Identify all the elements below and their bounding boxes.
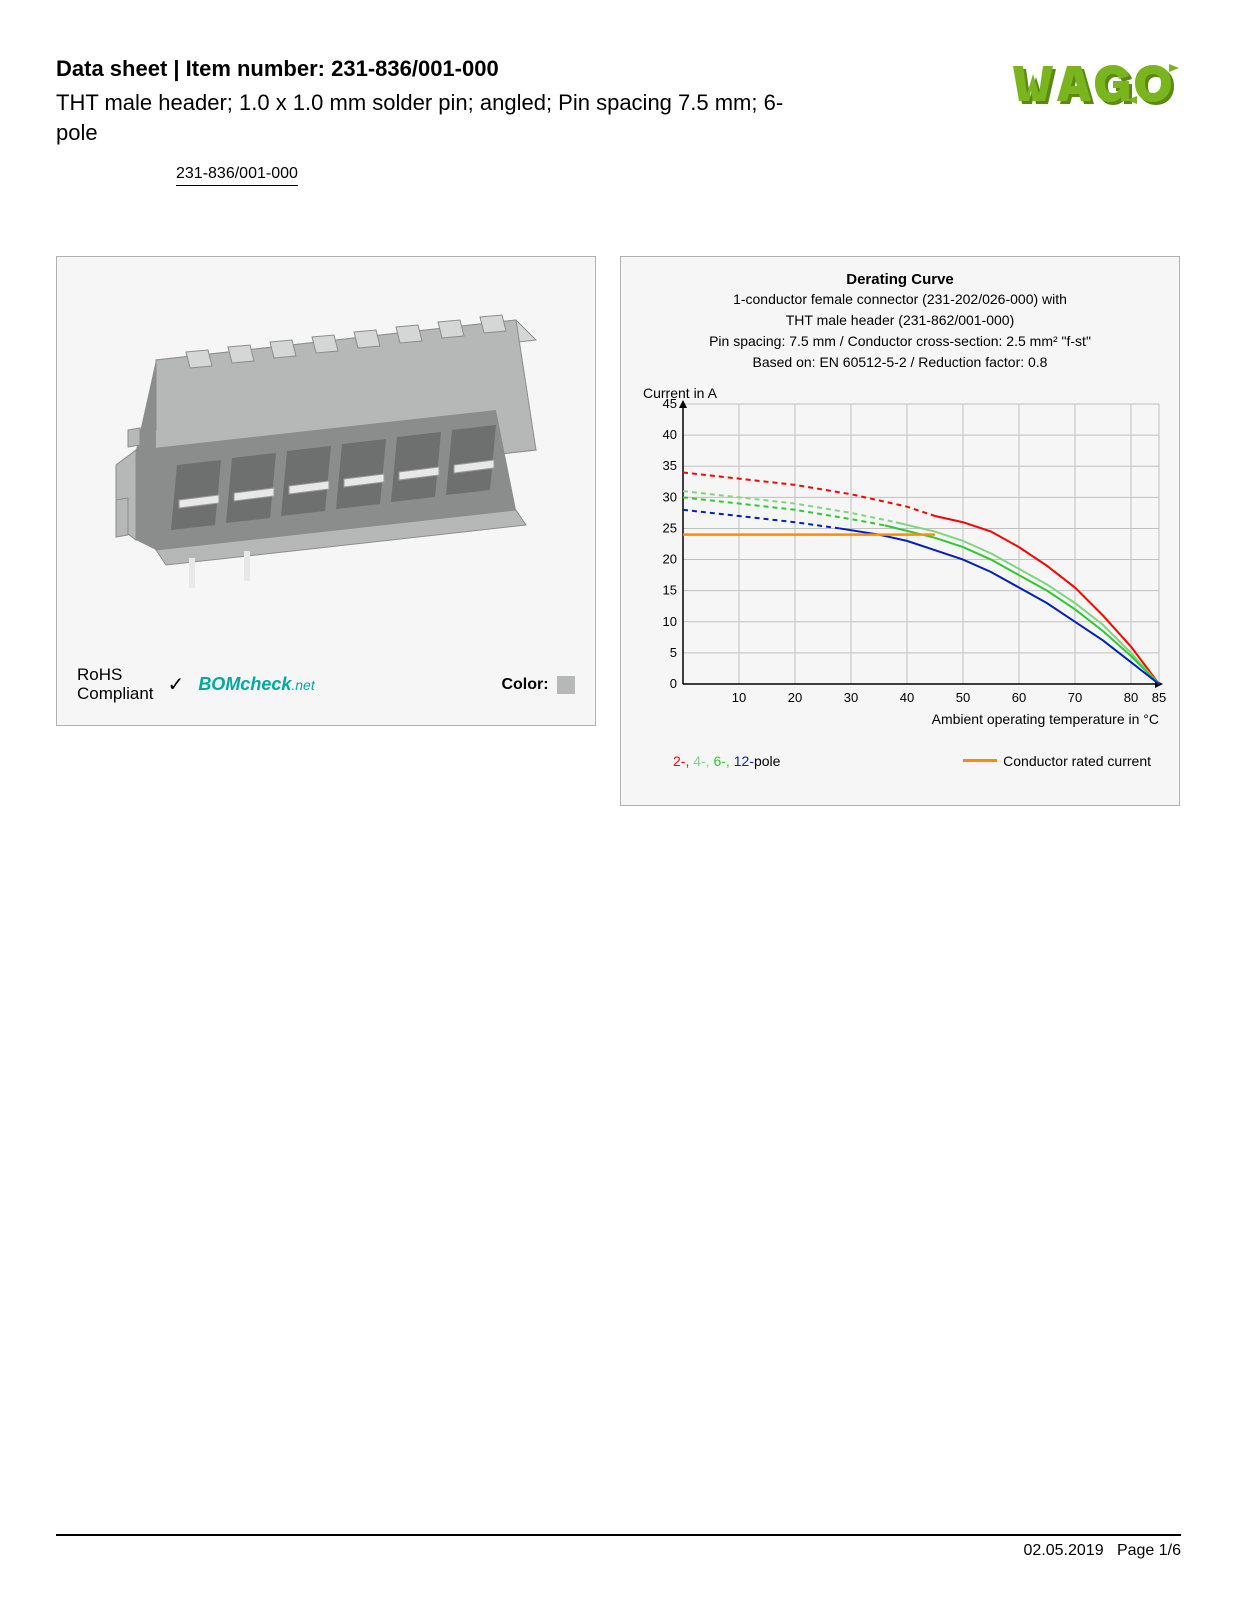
footer-text: 02.05.2019 Page 1/6 xyxy=(56,1542,1181,1560)
legend-rated-label: Conductor rated current xyxy=(1003,753,1151,769)
svg-text:60: 60 xyxy=(1012,690,1026,705)
panels-row: RoHS Compliant ✓ BOMcheck.net Color: Der… xyxy=(56,256,1181,806)
legend-pole-12: 12- xyxy=(734,753,754,769)
svg-text:85: 85 xyxy=(1152,690,1166,705)
legend-rated-line xyxy=(963,759,997,762)
footer-rule xyxy=(56,1534,1181,1536)
svg-text:20: 20 xyxy=(788,690,802,705)
rohs-text1: RoHS xyxy=(77,665,122,684)
rohs-label: RoHS Compliant xyxy=(77,666,154,703)
bomcheck-text: BOMcheck xyxy=(198,674,291,694)
svg-text:30: 30 xyxy=(844,690,858,705)
page-title: Data sheet | Item number: 231-836/001-00… xyxy=(56,56,1011,82)
bomcheck-label: BOMcheck.net xyxy=(198,674,314,695)
svg-text:50: 50 xyxy=(956,690,970,705)
legend-rated: Conductor rated current xyxy=(963,753,1151,769)
footer-page: Page 1/6 xyxy=(1117,1542,1181,1559)
svg-text:80: 80 xyxy=(1124,690,1138,705)
color-text: Color: xyxy=(501,676,548,693)
legend-pole-4: 4-, xyxy=(693,753,713,769)
svg-text:0: 0 xyxy=(670,676,677,691)
svg-text:45: 45 xyxy=(663,396,677,411)
legend-pole-suffix: pole xyxy=(754,753,780,769)
chart-sub1: 1-conductor female connector (231-202/02… xyxy=(633,290,1167,309)
color-label: Color: xyxy=(501,676,575,694)
page-subtitle: THT male header; 1.0 x 1.0 mm solder pin… xyxy=(56,88,816,147)
product-image xyxy=(69,269,583,660)
chart-area: Current in A 0 5 10 15 20 25 30 35 40 45 10 20 30 40 50… xyxy=(633,380,1167,745)
svg-text:15: 15 xyxy=(663,583,677,598)
svg-text:25: 25 xyxy=(663,520,677,535)
wago-logo xyxy=(1011,56,1181,106)
svg-text:70: 70 xyxy=(1068,690,1082,705)
header: Data sheet | Item number: 231-836/001-00… xyxy=(56,56,1181,186)
svg-text:10: 10 xyxy=(732,690,746,705)
chart-sub4: Based on: EN 60512-5-2 / Reduction facto… xyxy=(633,353,1167,372)
chart-legend: 2-, 4-, 6-, 12-pole Conductor rated curr… xyxy=(633,745,1167,771)
item-number-link[interactable]: 231-836/001-000 xyxy=(176,165,298,186)
color-swatch xyxy=(557,676,575,694)
chart-title: Derating Curve xyxy=(633,271,1167,288)
header-text: Data sheet | Item number: 231-836/001-00… xyxy=(56,56,1011,186)
svg-text:Current in A: Current in A xyxy=(643,385,718,401)
svg-text:40: 40 xyxy=(900,690,914,705)
svg-text:5: 5 xyxy=(670,645,677,660)
svg-text:20: 20 xyxy=(663,551,677,566)
chart-panel: Derating Curve 1-conductor female connec… xyxy=(620,256,1180,806)
legend-poles: 2-, 4-, 6-, 12-pole xyxy=(673,753,780,769)
compliance-row: RoHS Compliant ✓ BOMcheck.net Color: xyxy=(69,660,583,713)
product-panel: RoHS Compliant ✓ BOMcheck.net Color: xyxy=(56,256,596,726)
legend-pole-6: 6-, xyxy=(713,753,733,769)
bomcheck-suffix: .net xyxy=(291,677,314,693)
svg-text:10: 10 xyxy=(663,614,677,629)
chart-sub2: THT male header (231-862/001-000) xyxy=(633,311,1167,330)
footer-date: 02.05.2019 xyxy=(1024,1542,1104,1559)
footer: 02.05.2019 Page 1/6 xyxy=(56,1534,1181,1560)
check-icon: ✓ xyxy=(168,672,185,697)
rohs-text2: Compliant xyxy=(77,684,154,703)
svg-text:30: 30 xyxy=(663,489,677,504)
legend-pole-2: 2-, xyxy=(673,753,693,769)
svg-text:40: 40 xyxy=(663,427,677,442)
svg-text:35: 35 xyxy=(663,458,677,473)
chart-sub3: Pin spacing: 7.5 mm / Conductor cross-se… xyxy=(633,332,1167,351)
svg-text:Ambient operating temperature: Ambient operating temperature in °C xyxy=(932,711,1159,727)
